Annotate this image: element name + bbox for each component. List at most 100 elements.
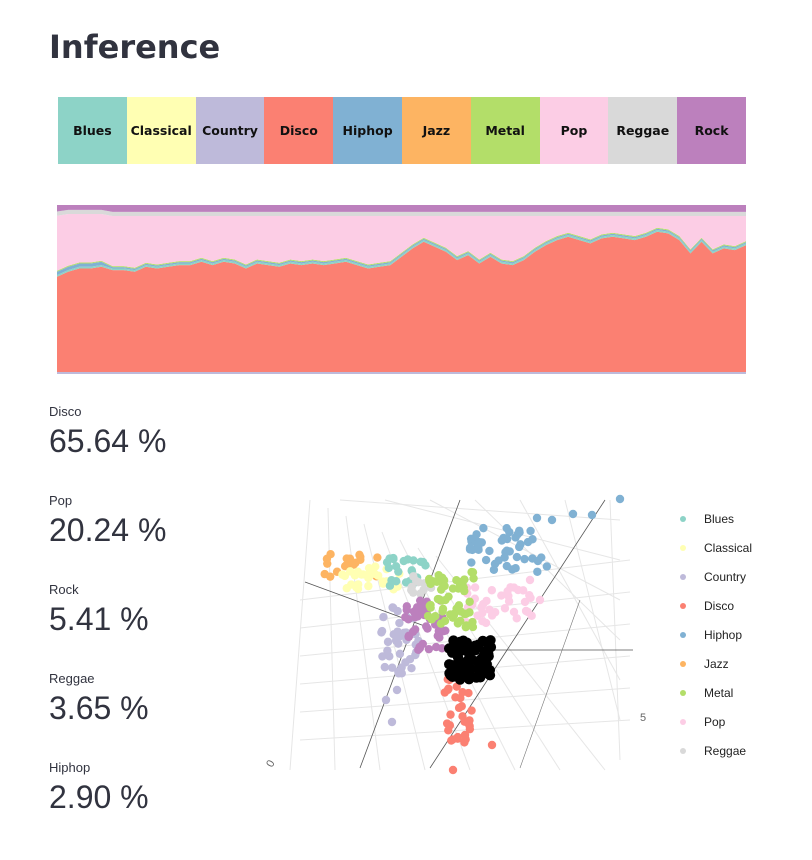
legend-item-metal[interactable]: Metal — [672, 678, 752, 707]
legend-label: Blues — [704, 511, 735, 526]
scatter-point-rock — [419, 602, 428, 612]
legend-marker — [680, 660, 686, 667]
scatter-point-metal — [468, 568, 478, 577]
genre-swatch-jazz: Jazz — [401, 97, 471, 164]
scatter-point-pop — [535, 595, 545, 605]
scatter-point-blues — [399, 556, 408, 566]
legend-item-disco[interactable]: Disco — [672, 591, 752, 620]
legend-label: Country — [704, 569, 747, 584]
scatter-point-country — [388, 663, 397, 672]
scatter-point-current-track — [452, 651, 464, 663]
scatter-point-country — [389, 603, 398, 613]
scatter-point-rock — [431, 642, 441, 652]
legend-marker — [680, 689, 686, 696]
scatter-point-rock — [418, 639, 427, 649]
legend-marker — [680, 631, 686, 638]
scatter-point-classical — [364, 581, 373, 591]
scatter-point-hiphop — [615, 494, 625, 504]
metric-label: Pop — [49, 493, 73, 508]
scatter-point-hiphop — [497, 536, 507, 545]
scatter-point-pop — [526, 593, 535, 603]
scatter-point-hiphop — [526, 526, 535, 536]
scatter-point-blues — [391, 562, 401, 571]
scatter-point-rock — [422, 622, 431, 631]
metric-value: 65.64 % — [49, 423, 167, 459]
legend-marker — [680, 515, 686, 522]
genre-swatch-pop: Pop — [539, 97, 609, 164]
area-layer-rock — [57, 205, 746, 212]
scatter-point-disco — [467, 706, 476, 715]
scatter-point-metal — [459, 583, 468, 592]
scatter-point-country — [394, 639, 403, 648]
scatter-point-hiphop — [533, 567, 542, 576]
scatter-point-pop — [509, 607, 519, 617]
scatter-point-current-track — [483, 648, 494, 660]
scatter-point-pop — [481, 618, 491, 628]
scatter-point-hiphop — [520, 554, 529, 564]
scatter-point-rock — [402, 602, 412, 611]
legend-item-pop[interactable]: Pop — [672, 707, 752, 736]
scatter-point-country — [389, 630, 398, 639]
legend-item-jazz[interactable]: Jazz — [672, 649, 752, 678]
scatter-point-metal — [441, 595, 450, 605]
scatter-point-hiphop — [523, 537, 533, 547]
legend-marker — [680, 718, 686, 725]
scatter-point-hiphop — [515, 542, 524, 552]
scatter-point-metal — [462, 621, 471, 630]
legend-item-reggae[interactable]: Reggae — [672, 736, 752, 765]
metric-value: 20.24 % — [49, 512, 167, 548]
scatter-point-pop — [512, 614, 521, 623]
metric-pop: Pop 20.24 % — [49, 493, 166, 549]
genre-swatch-classical: Classical — [126, 97, 196, 164]
scatter-point-hiphop — [568, 509, 578, 519]
legend-label: Reggae — [704, 743, 747, 758]
scatter-point-metal — [468, 622, 478, 632]
scatter-point-jazz — [340, 562, 350, 571]
scatter-point-current-track — [473, 639, 484, 650]
legend-label: Pop — [704, 714, 726, 729]
scatter-point-current-track — [481, 659, 492, 670]
scatter-point-hiphop — [547, 515, 557, 525]
genre-swatch-disco: Disco — [264, 97, 334, 164]
scatter-point-hiphop — [542, 562, 552, 571]
scatter-point-hiphop — [502, 561, 512, 571]
scatter-point-pop — [525, 575, 535, 585]
scatter-point-metal — [456, 607, 466, 616]
scatter-point-rock — [414, 645, 423, 655]
legend-item-blues[interactable]: Blues — [672, 504, 752, 533]
metric-label: Hiphop — [49, 760, 91, 775]
metric-value: 3.65 % — [49, 690, 149, 726]
scatter-point-rock — [410, 625, 420, 634]
scatter-point-rock — [435, 633, 444, 642]
legend-item-classical[interactable]: Classical — [672, 533, 752, 562]
scatter-point-blues — [416, 557, 425, 567]
scatter-point-metal — [448, 584, 458, 593]
scatter-point-jazz — [326, 572, 335, 581]
legend-label: Metal — [704, 685, 734, 700]
scatter-point-metal — [465, 597, 474, 606]
scatter-point-metal — [439, 581, 448, 591]
scatter-point-current-track — [463, 667, 475, 678]
metric-label: Reggae — [49, 671, 95, 686]
scatter-point-blues — [409, 556, 418, 565]
scatter-point-reggae — [407, 582, 417, 592]
legend-item-hiphop[interactable]: Hiphop — [672, 620, 752, 649]
scatter-point-metal — [426, 579, 435, 589]
scatter-point-metal — [465, 608, 474, 617]
scatter-point-country — [392, 685, 402, 695]
scatter-point-rock — [404, 631, 414, 641]
scatter-point-disco — [461, 735, 470, 744]
scatter-point-hiphop — [468, 545, 477, 555]
legend-item-country[interactable]: Country — [672, 562, 752, 591]
area-layer-disco — [57, 231, 746, 372]
scatter-point-hiphop — [481, 555, 491, 565]
scatter-point-pop — [521, 606, 531, 616]
scatter-point-disco — [458, 688, 467, 697]
scatter-gridlines — [289, 499, 633, 771]
scatter-point-metal — [426, 603, 435, 612]
scatter-point-country — [385, 652, 394, 661]
area-layer-pop — [57, 214, 746, 271]
scatter-point-country — [407, 664, 416, 673]
scatter-point-hiphop — [501, 547, 510, 557]
